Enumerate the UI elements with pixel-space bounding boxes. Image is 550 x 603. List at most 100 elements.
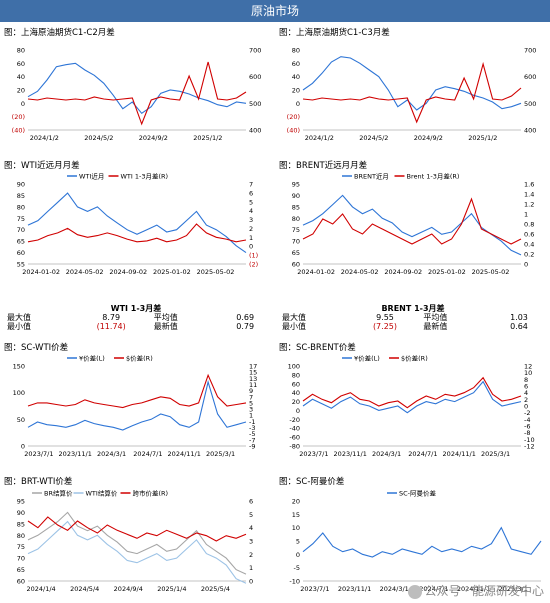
panel-title-wti-spread: 图：WTI近远月月差 [4,161,80,171]
y-tick-label: 20 [292,87,300,95]
panel-title-brt-wti: 图：BRT-WTI价差 [4,477,73,487]
y-tick-label: 60 [17,578,25,586]
x-tick-label: 2025/3/1 [499,585,528,593]
y-tick-label: 75 [292,226,300,234]
y2-tick-label: 15 [249,369,257,377]
x-tick-label: 2024/11/1 [457,585,490,593]
y2-tick-label: 11 [249,381,257,389]
series-line [27,223,247,243]
x-tick-label: 2023/11/1 [59,450,92,458]
x-tick-label: 2025-01-02 [428,268,466,276]
y-tick-label: 75 [17,543,25,551]
y2-tick-label: -5 [249,430,255,438]
stats-title-brent: BRENT 1-3月差 [381,304,445,313]
y-tick-label: (40) [287,127,300,135]
stats-value: 0.69 [236,313,255,322]
y2-tick-label: 17 [249,363,257,371]
stats-label: 平均值 [423,313,448,322]
x-tick-label: 2024-01-02 [297,268,335,276]
x-tick-label: 2025/1/2 [468,134,497,142]
y2-tick-label: 10 [524,369,532,377]
x-tick-label: 2023/7/1 [300,585,329,593]
legend-label: WTI结算价 [86,489,118,498]
series-line [302,380,522,414]
y-tick-label: 0 [296,551,300,559]
y2-tick-label: 1 [524,211,528,219]
x-tick-label: 2024/1/2 [305,134,334,142]
series-line [27,192,247,254]
x-tick-label: 2024/11/1 [168,450,201,458]
legend-label: Brent 1-3月差(R) [407,172,460,181]
y-tick-label: 0 [21,100,25,108]
stats-value: (7.25) [372,322,397,331]
chart-brent-spread: 95 90 85 80 75 70 65 60 1.6 1.4 1.2 1 0.8 0.6 0.4 0.2 0 2… [277,170,545,282]
x-tick-label: 2024/1/4 [26,585,55,593]
y-tick-label: 20 [292,498,300,506]
y-tick-label: 100 [288,363,300,371]
y2-tick-label: 2 [249,225,253,233]
y2-tick-label: -2 [524,409,530,417]
y2-tick-label: 6 [524,383,528,391]
y2-tick-label: 400 [524,127,536,135]
series-line [302,376,522,409]
y-tick-label: 95 [292,181,300,189]
panel-title-sc-oman: 图：SC-阿曼价差 [279,477,345,487]
y2-tick-label: 2 [524,396,528,404]
x-tick-label: 2025/1/4 [157,585,186,593]
x-tick-label: 2024/7/1 [408,450,437,458]
legend-label: $价差(R) [401,354,428,363]
x-tick-label: 2024/9/2 [139,134,168,142]
panel-title-sc-c1c3: 图：上海原油期货C1-C3月差 [279,28,390,38]
y-tick-label: 60 [292,261,300,269]
y2-tick-label: -12 [524,443,535,451]
y-tick-label: 50 [17,416,25,424]
y-tick-label: 65 [17,238,25,246]
y-tick-label: 60 [17,60,25,68]
x-tick-label: 2023/7/1 [24,450,53,458]
x-tick-label: 2024/9/4 [114,585,143,593]
chart-svg: 100806040200-20-40-60-80121086420-2-4-6-… [288,354,535,459]
y-tick-label: 80 [292,215,300,223]
chart-svg: 908580757065605576543210(1)(2)2024-01-02… [17,172,259,277]
y-tick-label: 40 [17,73,25,81]
page-banner: 原油市场 [0,0,550,22]
y-tick-label: 0 [296,407,300,415]
y-tick-label: 70 [292,238,300,246]
stats-label: 最大值 [282,313,306,322]
y2-tick-label: 6 [249,498,253,506]
y2-tick-label: 6 [249,189,253,197]
x-tick-label: 2025-01-02 [153,268,191,276]
stats-value: 0.79 [236,322,255,331]
y2-tick-label: 400 [249,127,261,135]
x-tick-label: 2024/5/2 [84,134,113,142]
y2-tick-label: 500 [249,100,261,108]
y2-tick-label: 4 [249,524,253,532]
x-tick-label: 2024/7/1 [419,585,448,593]
chart-svg: 80 60 40 20 0 (20) (40) 700 600 500 400 2024/1/2 202… [287,47,537,143]
x-tick-label: 2024/5/4 [70,585,99,593]
y-tick-label: 80 [17,532,25,540]
y-tick-label: 80 [17,47,25,55]
stats-value: (11.74) [96,322,126,331]
y-tick-label: 55 [17,261,25,269]
y-tick-label: 40 [292,389,300,397]
stats-value: 0.64 [510,322,528,331]
y2-tick-label: 500 [524,100,536,108]
legend-label: 跨市价差(R) [133,489,169,498]
y2-tick-label: (1) [249,252,258,260]
x-tick-label: 2024/3/1 [97,450,126,458]
y2-tick-label: 2 [249,551,253,559]
x-tick-label: 2023/7/1 [299,450,328,458]
legend-label: ¥价差(L) [79,354,105,363]
stats-value: 8.79 [102,313,121,322]
series-line [302,197,522,245]
y2-tick-label: -4 [524,416,530,424]
x-tick-label: 2024-09-02 [384,268,422,276]
stats-table-brent: 最大值 9.55 平均值 1.03 最小值 (7.25) 最新值 0.64 [279,313,547,331]
y2-tick-label: 5 [249,198,253,206]
watermark: 公众号 · 能源研发中心 [407,582,544,599]
legend-label: $价差(R) [126,354,153,363]
x-tick-label: 2025/3/1 [481,450,510,458]
y-tick-label: (40) [12,127,25,135]
